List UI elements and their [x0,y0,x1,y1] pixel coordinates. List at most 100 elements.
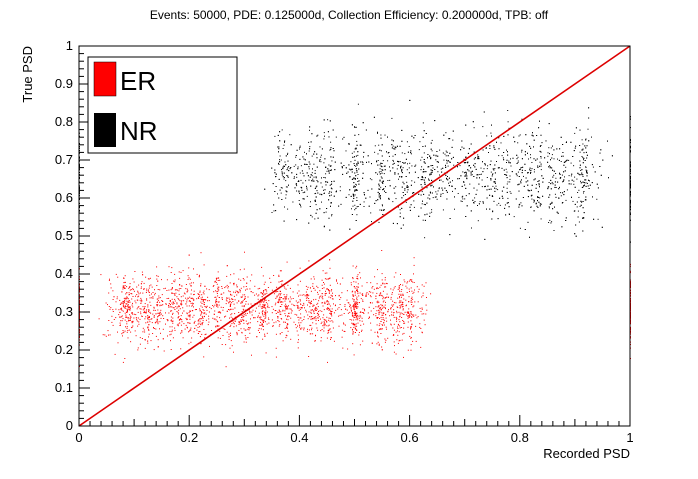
data-point [177,298,179,299]
data-point [356,325,358,327]
data-point [133,317,135,319]
data-point [371,342,373,344]
data-point [446,198,448,200]
data-point [522,197,524,198]
data-point [126,308,128,310]
data-point [308,298,310,299]
data-point [399,216,401,218]
data-point [537,191,539,193]
data-point [381,318,383,320]
data-point [288,298,290,300]
data-point [239,291,241,293]
data-point [406,282,408,284]
data-point [435,159,437,161]
data-point [172,307,174,309]
data-point [399,315,401,317]
data-point [265,317,267,319]
data-point [401,169,403,171]
data-point [413,315,415,317]
data-point [255,307,257,309]
data-point [520,180,522,182]
data-point [212,285,214,287]
data-point [304,295,306,297]
data-point [411,316,413,318]
data-point [245,337,247,339]
data-point [520,167,522,169]
data-point [247,328,249,330]
data-point [275,297,277,299]
data-point [387,160,389,162]
data-point [355,323,357,325]
data-point [200,313,202,315]
data-point [466,205,468,207]
data-point [310,312,312,314]
data-point [382,283,384,285]
data-point [329,184,331,186]
data-point [246,276,248,278]
data-point [140,283,142,285]
data-point [136,299,138,301]
data-point [436,166,438,168]
data-point [560,177,562,179]
data-point [153,316,155,318]
data-point [599,152,601,154]
data-point [267,303,269,305]
data-point [429,155,431,157]
data-point [449,181,451,183]
data-point [356,329,358,331]
data-point [365,295,367,297]
data-point [196,273,198,275]
data-point [473,164,475,166]
data-point [225,315,227,317]
data-point [302,192,304,194]
data-point [495,188,497,190]
data-point [203,316,205,318]
data-point [168,289,170,291]
data-point [435,191,437,193]
data-point [372,286,374,287]
data-point [126,316,128,318]
data-point [225,303,227,305]
data-point [105,335,107,337]
data-point [185,284,187,285]
data-point [208,289,210,291]
data-point [584,160,586,161]
data-point [122,304,124,306]
data-point [430,172,432,174]
data-point [150,318,152,320]
data-point [421,166,423,168]
data-point [156,319,158,321]
data-point [238,278,240,280]
data-point [300,204,301,206]
data-point [587,128,589,130]
data-point [156,266,158,268]
data-point [226,265,228,267]
data-point [222,309,224,311]
data-point [120,308,122,310]
data-point [330,165,332,167]
data-point [144,331,146,333]
data-point [264,281,266,283]
data-point [399,316,401,318]
data-point [178,313,179,315]
data-point [378,329,380,331]
data-point [329,277,331,279]
data-point [477,205,478,206]
data-point [321,177,322,179]
data-point [180,296,182,298]
data-point [123,278,125,279]
data-point [376,324,378,326]
data-point [404,322,406,324]
data-point [260,321,261,323]
data-point [331,308,333,310]
data-point [297,305,299,307]
data-point [285,164,287,166]
data-point [263,301,265,303]
data-point [357,303,359,305]
data-point [490,132,492,134]
data-point [113,319,115,320]
data-point [126,300,128,302]
data-point [201,324,203,326]
data-point [277,316,279,318]
data-point [406,181,408,183]
